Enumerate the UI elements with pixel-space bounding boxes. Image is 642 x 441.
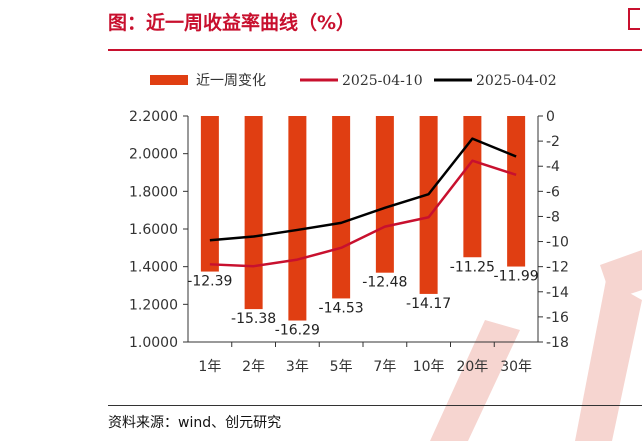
x-tick-label: 10年 <box>413 359 445 375</box>
bar-10年 <box>419 116 438 294</box>
x-tick-label: 20年 <box>456 359 488 375</box>
left-tick-label: 2.2000 <box>129 109 178 125</box>
data-label-30年: -11.99 <box>494 269 539 285</box>
watermark-stripe-1 <box>575 280 642 441</box>
right-tick-label: -8 <box>546 209 560 225</box>
bar-2年 <box>244 116 263 310</box>
line-series <box>209 137 517 268</box>
legend-label-prev: 2025-04-02 <box>476 73 557 89</box>
bar-1年 <box>200 116 219 272</box>
legend-swatch-bar <box>150 75 188 85</box>
bar-7年 <box>375 116 394 273</box>
x-tick-label: 7年 <box>373 359 396 375</box>
right-tick-label: -10 <box>546 235 569 251</box>
left-tick-label: 1.8000 <box>129 184 178 200</box>
bar-20年 <box>463 116 482 258</box>
data-label-5年: -14.53 <box>319 300 364 316</box>
legend-label-bar: 近一周变化 <box>196 73 266 89</box>
bar-5年 <box>332 116 351 299</box>
data-labels: -12.39 -15.38-16.29 -14.53 -12.48 -14.17 -11.… <box>187 259 538 338</box>
footer-rule <box>108 405 642 406</box>
x-tick-label: 5年 <box>330 359 353 375</box>
data-label-2年: -15.38 <box>231 311 276 327</box>
legend-label-recent: 2025-04-10 <box>342 73 423 89</box>
right-tick-label: -2 <box>546 134 560 150</box>
data-label-20年: -11.25 <box>450 259 495 275</box>
left-tick-label: 1.2000 <box>129 297 178 313</box>
x-tick-label: 2年 <box>242 359 265 375</box>
chart-legend: 近一周变化 2025-04-10 2025-04-02 <box>150 73 557 89</box>
left-tick-label: 1.4000 <box>129 260 178 276</box>
right-tick-label: -6 <box>546 184 560 200</box>
right-tick-label: -16 <box>546 310 569 326</box>
data-label-1年: -12.39 <box>187 274 232 290</box>
left-tick-label: 1.0000 <box>129 335 178 351</box>
data-label-3年: -16.29 <box>275 323 320 339</box>
right-tick-label: -18 <box>546 335 569 351</box>
left-tick-label: 2.0000 <box>129 147 178 163</box>
right-tick-label: -14 <box>546 285 569 301</box>
line-recent <box>209 159 517 268</box>
watermark-stripe-3 <box>600 250 642 300</box>
left-tick-label: 1.6000 <box>129 222 178 238</box>
data-label-7年: -12.48 <box>362 275 407 291</box>
bar-30年 <box>507 116 526 267</box>
source-note: 资料来源：wind、创元研究 <box>108 415 282 431</box>
cropped-neighbor-title <box>628 8 640 30</box>
title-rule <box>108 49 642 51</box>
chart-title: 图：近一周收益率曲线（%） <box>108 12 356 34</box>
watermark <box>430 250 642 441</box>
line-prev <box>209 137 517 242</box>
right-tick-label: 0 <box>546 109 555 125</box>
right-tick-label: -12 <box>546 260 569 276</box>
x-tick-label: 1年 <box>198 359 221 375</box>
data-label-10年: -14.17 <box>406 296 451 312</box>
chart-axes: 1.0000 1.2000 1.4000 1.6000 1.8000 2.0000 2.20… <box>129 109 569 375</box>
x-tick-label: 3年 <box>286 359 309 375</box>
right-tick-label: -4 <box>546 159 560 175</box>
bar-3年 <box>288 116 307 321</box>
watermark-stripe-2 <box>430 320 520 441</box>
x-tick-label: 30年 <box>500 359 532 375</box>
